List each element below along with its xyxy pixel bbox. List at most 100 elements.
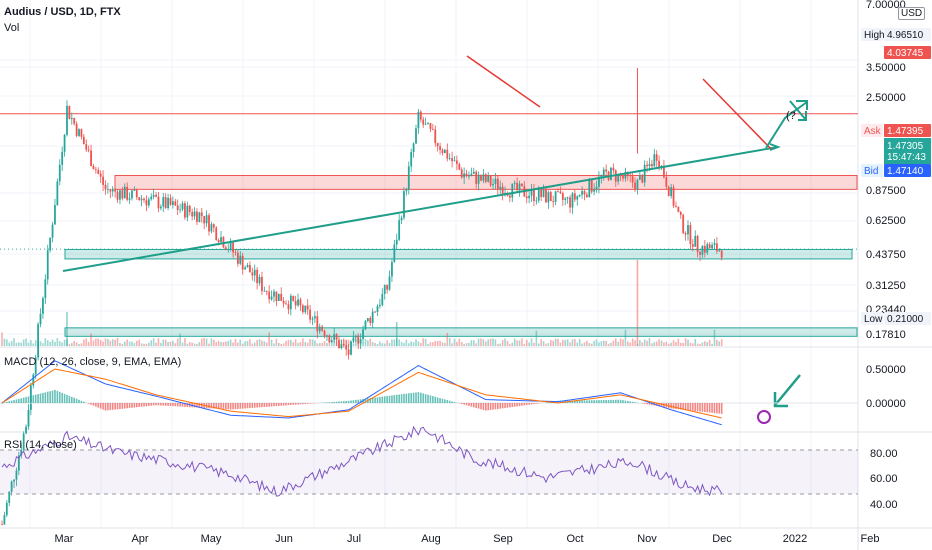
- volume-bar: [518, 340, 521, 346]
- candle-body: [193, 211, 196, 217]
- macd-histogram-bar: [220, 403, 222, 409]
- candle-body: [636, 179, 639, 190]
- volume-bar: [446, 332, 449, 346]
- volume-bar: [528, 342, 530, 346]
- candle-body: [617, 173, 620, 182]
- volume-bar: [701, 342, 704, 346]
- volume-bar: [22, 339, 25, 346]
- rsi-tick-label: 40.00: [870, 499, 898, 511]
- candle-body: [27, 409, 30, 427]
- candle-body: [42, 298, 44, 314]
- volume-bar: [234, 338, 237, 346]
- candle-body: [703, 245, 706, 253]
- volume-bar: [720, 339, 723, 346]
- volume-bar: [143, 343, 145, 346]
- candle-body: [359, 339, 362, 344]
- macd-histogram-bar: [102, 403, 104, 410]
- macd-histogram-bar: [350, 400, 352, 403]
- volume-bar: [424, 339, 427, 346]
- macd-histogram-bar: [716, 403, 718, 414]
- macd-histogram-bar: [480, 403, 482, 410]
- candle-body: [634, 182, 636, 190]
- resistance-value-bg: [884, 46, 931, 59]
- volume-bar: [682, 342, 684, 346]
- macd-histogram-bar: [624, 400, 627, 403]
- macd-histogram-bar: [90, 403, 92, 405]
- candle-body: [258, 276, 261, 284]
- macd-histogram-bar: [713, 403, 716, 414]
- macd-histogram-bar: [73, 397, 76, 403]
- macd-histogram-bar: [407, 393, 410, 403]
- candle-body: [699, 251, 701, 255]
- macd-histogram-bar: [227, 403, 230, 410]
- macd-histogram-bar: [215, 403, 218, 409]
- high-tag-bg: [861, 28, 883, 41]
- volume-bar: [619, 338, 622, 346]
- volume-bar: [470, 340, 473, 346]
- macd-histogram-bar: [66, 394, 68, 403]
- candle-body: [297, 299, 299, 306]
- volume-bar: [326, 342, 328, 346]
- candle-body: [381, 293, 384, 305]
- currency-label[interactable]: USD: [898, 7, 926, 20]
- macd-histogram-bar: [97, 403, 100, 408]
- candle-body: [246, 265, 249, 268]
- volume-bar: [126, 339, 128, 346]
- candle-body: [143, 198, 145, 201]
- candle-body: [701, 245, 704, 255]
- macd-histogram-bar: [326, 402, 328, 403]
- volume-bar: [87, 341, 90, 346]
- macd-histogram-bar: [292, 403, 295, 405]
- candle-body: [3, 515, 6, 525]
- candle-body: [436, 143, 439, 147]
- macd-histogram-bar: [1, 403, 3, 404]
- volume-bar: [241, 343, 244, 346]
- candle-body: [581, 191, 583, 195]
- volume-bar: [456, 341, 458, 346]
- macd-histogram-bar: [660, 403, 663, 407]
- candle-body: [530, 188, 533, 196]
- candle-body: [133, 190, 136, 191]
- volume-bar: [297, 342, 299, 346]
- volume-bar: [458, 338, 461, 346]
- volume-bar: [660, 340, 663, 346]
- candle-body: [203, 216, 206, 224]
- candle-body: [441, 149, 444, 154]
- candle-body: [78, 129, 80, 136]
- candle-body: [169, 197, 172, 205]
- volume-bar: [499, 343, 502, 346]
- volume-bar: [407, 343, 410, 346]
- candle-body: [17, 455, 20, 471]
- candle-body: [323, 330, 326, 337]
- volume-label: Vol: [4, 22, 20, 34]
- candle-body: [155, 194, 157, 197]
- macd-histogram-bar: [439, 398, 441, 403]
- time-tick-label: Sep: [493, 533, 513, 545]
- candle-body: [273, 291, 275, 297]
- volume-bar: [557, 338, 559, 346]
- macd-histogram-bar: [533, 403, 535, 405]
- candle-body: [1, 524, 3, 526]
- volume-bar: [49, 341, 51, 346]
- candle-body: [292, 295, 295, 301]
- volume-bar: [410, 341, 412, 346]
- volume-bar: [651, 343, 653, 346]
- volume-bar: [684, 338, 687, 346]
- volume-bar: [472, 340, 475, 346]
- candle-body: [357, 336, 360, 344]
- candle-body: [234, 252, 237, 254]
- volume-bar: [564, 340, 567, 346]
- macd-histogram-bar: [347, 400, 350, 403]
- volume-bar: [463, 343, 465, 346]
- time-tick-label: Aug: [421, 533, 441, 545]
- candle-body: [521, 183, 523, 187]
- macd-histogram-bar: [525, 403, 528, 406]
- volume-bar: [607, 343, 610, 346]
- candle-body: [191, 212, 194, 217]
- candle-body: [663, 165, 665, 178]
- macd-histogram-bar: [111, 403, 114, 410]
- candle-body: [366, 317, 369, 322]
- volume-bar: [261, 340, 263, 346]
- candle-body: [434, 129, 437, 144]
